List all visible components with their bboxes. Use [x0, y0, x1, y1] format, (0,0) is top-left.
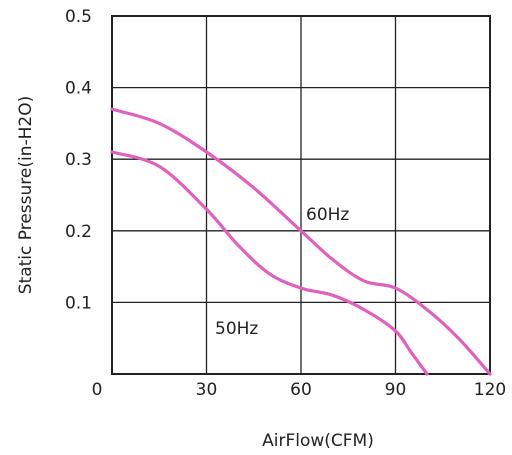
- tick-labels: 0 30 60 90 120 0.1 0.2 0.3 0.4 0.5: [65, 7, 506, 400]
- grid-lines: [112, 16, 490, 374]
- y-tick-label: 0.1: [65, 293, 92, 313]
- series-line-60hz: [110, 107, 492, 376]
- y-tick-label: 0.4: [65, 79, 92, 99]
- y-tick-label: 0.5: [65, 7, 92, 27]
- x-axis-title: AirFlow(CFM): [262, 431, 374, 451]
- curves: [110, 107, 492, 376]
- series-line-50hz: [110, 150, 429, 376]
- plot-frame: [111, 15, 491, 375]
- series-label-50hz: 50Hz: [215, 319, 258, 339]
- series-label-60hz: 60Hz: [306, 205, 349, 225]
- x-tick-label: 30: [196, 380, 218, 400]
- x-tick-label: 90: [385, 380, 407, 400]
- y-tick-label: 0.3: [65, 150, 92, 170]
- x-tick-label: 0: [92, 380, 103, 400]
- x-tick-label: 120: [474, 380, 506, 400]
- series-labels: 60Hz 50Hz: [215, 205, 349, 339]
- y-tick-label: 0.2: [65, 222, 92, 242]
- y-axis-title: Static Pressure(in-H2O): [16, 96, 36, 294]
- x-tick-label: 60: [290, 380, 312, 400]
